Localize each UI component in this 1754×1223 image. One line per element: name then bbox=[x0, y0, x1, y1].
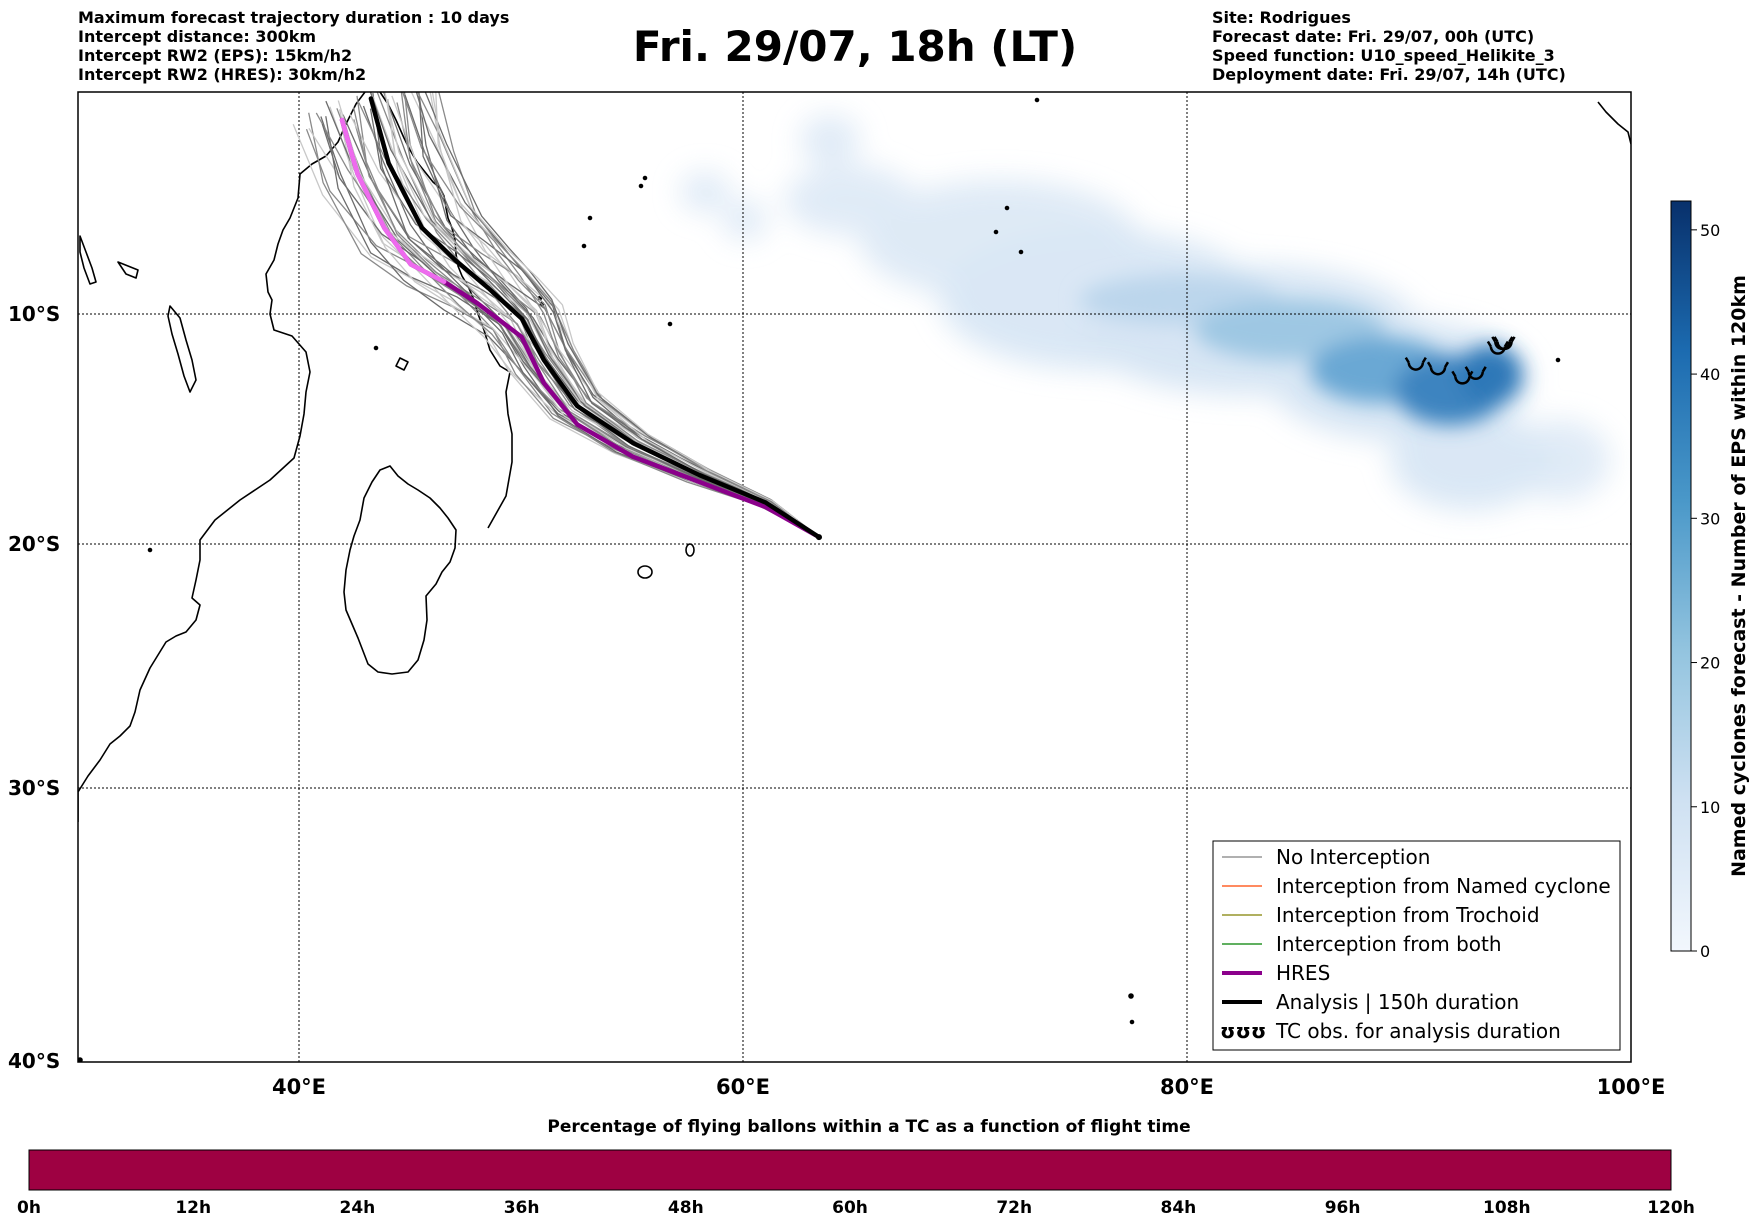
tc-observation-markers bbox=[1404, 336, 1516, 385]
header-info-right: Site: Rodrigues Forecast date: Fri. 29/0… bbox=[1212, 8, 1566, 84]
flight-time-bar-title: Percentage of flying ballons within a TC… bbox=[547, 1117, 1190, 1137]
legend-label-hres: HRES bbox=[1276, 961, 1330, 985]
flight-time-bar: Percentage of flying ballons within a TC… bbox=[17, 1117, 1695, 1218]
hres-trajectory-late bbox=[339, 117, 447, 284]
tc-obs-symbol bbox=[1426, 361, 1450, 376]
latitude-labels: 10°S 20°S 30°S 40°S bbox=[8, 302, 60, 1073]
colorbar-tick-label: 0 bbox=[1700, 942, 1710, 961]
map-grid bbox=[78, 92, 1631, 1062]
flight-time-tick-label: 12h bbox=[175, 1198, 211, 1218]
legend-label-tc-obs: TC obs. for analysis duration bbox=[1275, 1019, 1561, 1043]
tc-obs-symbol bbox=[1464, 366, 1487, 381]
header-line-deployment-date: Deployment date: Fri. 29/07, 14h (UTC) bbox=[1212, 65, 1566, 84]
ensemble-track bbox=[429, 92, 820, 538]
flight-time-tick-label: 120h bbox=[1647, 1198, 1695, 1218]
density-colorbar: 0 10 20 30 40 50 Named cyclones forecast - Nu… bbox=[1670, 200, 1750, 961]
ensemble-track bbox=[431, 92, 820, 538]
colorbar-title: Named cyclones forecast - Number of EPS … bbox=[1728, 275, 1750, 877]
longitude-labels: 40°E 60°E 80°E 100°E bbox=[272, 1075, 1665, 1099]
header-line-rw2-eps: Intercept RW2 (EPS): 15km/h2 bbox=[78, 46, 353, 65]
colorbar-ticks: 0 10 20 30 40 50 bbox=[1691, 221, 1720, 961]
colorbar-tick-label: 50 bbox=[1700, 221, 1720, 240]
colorbar-tick-label: 40 bbox=[1700, 365, 1720, 384]
flight-time-tick-label: 48h bbox=[668, 1198, 704, 1218]
flight-time-tick-label: 84h bbox=[1161, 1198, 1197, 1218]
flight-time-tick-label: 36h bbox=[504, 1198, 540, 1218]
legend-label-no-interception: No Interception bbox=[1276, 845, 1430, 869]
flight-time-tick-label: 24h bbox=[340, 1198, 376, 1218]
lat-label-40s: 40°S bbox=[8, 1049, 60, 1073]
header-line-distance: Intercept distance: 300km bbox=[78, 27, 317, 46]
lat-label-10s: 10°S bbox=[8, 302, 60, 326]
colorbar-gradient bbox=[1670, 200, 1692, 952]
header-line-forecast-date: Forecast date: Fri. 29/07, 00h (UTC) bbox=[1212, 27, 1535, 46]
launch-site-marker bbox=[816, 534, 823, 541]
legend: No Interception Interception from Named … bbox=[1212, 840, 1621, 1051]
flight-time-tick-label: 72h bbox=[996, 1198, 1032, 1218]
lon-label-80e: 80°E bbox=[1160, 1075, 1214, 1099]
density-field bbox=[680, 115, 1610, 510]
map-border bbox=[77, 91, 1632, 1063]
tc-obs-symbol bbox=[1493, 336, 1516, 351]
flight-time-bar-fill bbox=[28, 1149, 1672, 1191]
lon-label-40e: 40°E bbox=[272, 1075, 326, 1099]
lon-label-60e: 60°E bbox=[716, 1075, 770, 1099]
analysis-trajectory bbox=[368, 96, 822, 540]
legend-swatch-tc-obs: ʊʊʊ bbox=[1220, 1019, 1266, 1043]
coastlines bbox=[78, 92, 1631, 1062]
flight-time-tick-label: 60h bbox=[832, 1198, 868, 1218]
header-line-speed-function: Speed function: U10_speed_Helikite_3 bbox=[1212, 46, 1555, 65]
flight-time-tick-label: 96h bbox=[1325, 1198, 1361, 1218]
flight-time-ticks: 0h 12h 24h 36h 48h 60h 72h 84h 96h 108h 120h bbox=[17, 1198, 1695, 1218]
legend-label-both: Interception from both bbox=[1276, 932, 1502, 956]
lat-label-20s: 20°S bbox=[8, 532, 60, 556]
ensemble-track bbox=[400, 92, 820, 538]
ensemble-track bbox=[308, 112, 820, 538]
legend-box bbox=[1212, 840, 1621, 1051]
page-title: Fri. 29/07, 18h (LT) bbox=[632, 22, 1078, 71]
legend-label-named-cyclone: Interception from Named cyclone bbox=[1276, 874, 1611, 898]
flight-time-tick-label: 108h bbox=[1483, 1198, 1531, 1218]
header-info-left: Maximum forecast trajectory duration : 1… bbox=[78, 8, 509, 84]
header-line-duration: Maximum forecast trajectory duration : 1… bbox=[78, 8, 510, 27]
colorbar-tick-label: 30 bbox=[1700, 509, 1720, 528]
header-line-site: Site: Rodrigues bbox=[1212, 8, 1351, 27]
tc-obs-symbol bbox=[1404, 356, 1427, 371]
legend-label-trochoid: Interception from Trochoid bbox=[1276, 903, 1540, 927]
header-line-rw2-hres: Intercept RW2 (HRES): 30km/h2 bbox=[78, 65, 367, 84]
lat-label-30s: 30°S bbox=[8, 776, 60, 800]
flight-time-tick-label: 0h bbox=[17, 1198, 41, 1218]
legend-label-analysis: Analysis | 150h duration bbox=[1276, 990, 1519, 1014]
lon-label-100e: 100°E bbox=[1597, 1075, 1666, 1099]
colorbar-tick-label: 10 bbox=[1700, 798, 1720, 817]
colorbar-tick-label: 20 bbox=[1700, 654, 1720, 673]
